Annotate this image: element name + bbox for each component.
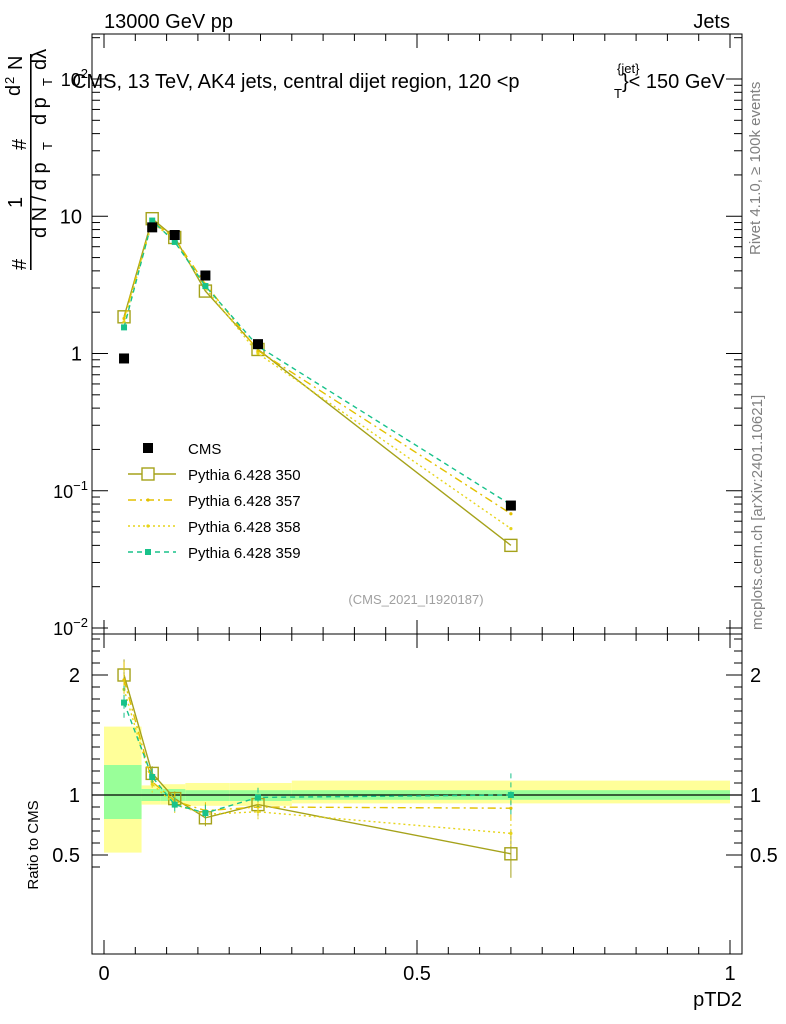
legend-marker [141, 467, 155, 481]
svg-text:N: N [5, 56, 27, 70]
series-point [509, 526, 513, 531]
cms-data-point [505, 500, 516, 511]
ratio-point [504, 847, 518, 861]
y-tick-label: 102 [61, 66, 88, 90]
ratio-y-tick-label: 1 [69, 785, 80, 807]
x-tick-label: 0 [98, 963, 109, 985]
svg-text:#: # [9, 258, 31, 270]
legend-marker [145, 549, 151, 555]
series-point [256, 351, 260, 356]
ratio-series-line [123, 674, 512, 855]
main-plot-frame [91, 33, 743, 635]
legend-label: Pythia 6.428 357 [188, 493, 301, 510]
legend-marker-cms [143, 443, 153, 453]
legend-label: Pythia 6.428 359 [188, 545, 301, 562]
ratio-point [507, 792, 514, 798]
ratio-y-axis-label: Ratio to CMS [25, 800, 42, 889]
legend-marker [146, 498, 150, 502]
svg-text:T: T [614, 86, 622, 101]
ratio-y-tick-label-right: 2 [750, 665, 761, 687]
svg-text:dλ: dλ [29, 49, 51, 70]
ratio-point [121, 699, 128, 706]
ratio-point [256, 810, 260, 814]
svg-text:d: d [3, 85, 25, 96]
y-tick-label: 1 [71, 344, 82, 366]
svg-text:T: T [40, 142, 55, 150]
series-point [509, 512, 513, 516]
ratio-point [509, 831, 513, 836]
series-line [123, 217, 512, 546]
cms-data-point [169, 230, 180, 241]
ratio-y-tick-label-right: 1 [750, 785, 761, 807]
ratio-series-line [123, 702, 511, 814]
ratio-point [150, 782, 154, 786]
legend-label: Pythia 6.428 358 [188, 519, 301, 536]
series-point [504, 538, 518, 553]
ylabel-frac: d N / d p [29, 162, 51, 238]
series-point [171, 238, 178, 245]
y-tick-label: 10−2 [53, 615, 88, 639]
svg-text:2: 2 [2, 77, 17, 84]
rivet-label: Rivet 4.1.0, ≥ 100k events [747, 82, 764, 255]
cms-data-point [200, 270, 211, 281]
cms-data-point [252, 339, 263, 350]
series-line [123, 221, 512, 530]
svg-text:d p: d p [29, 97, 51, 125]
y-tick-label: 10−1 [53, 478, 88, 502]
main-y-axis-label: # d N / d p 1 T # d p d 2 N T dλ [2, 49, 55, 270]
mcplots-label: mcplots.cern.ch [arXiv:2401.10621] [749, 395, 766, 630]
cms-data-point [119, 353, 130, 364]
series-point [149, 217, 156, 224]
chart-title: CMS, 13 TeV, AK4 jets, central dijet reg… [72, 61, 726, 101]
svg-text:CMS, 13 TeV, AK4 jets, central: CMS, 13 TeV, AK4 jets, central dijet reg… [72, 71, 520, 93]
x-axis-label: pTD2 [693, 989, 742, 1011]
svg-text:1: 1 [5, 197, 27, 208]
ratio-point [149, 774, 156, 780]
analysis-id: (CMS_2021_I1920187) [348, 592, 483, 607]
ratio-y-tick-label: 0.5 [52, 845, 80, 867]
uncertainty-band-inner [104, 765, 142, 819]
legend: CMS Pythia 6.428 350 Pythia 6.428 357 Pythi… [128, 441, 301, 562]
y-tick-label: 10 [60, 206, 82, 228]
series-line [123, 220, 512, 515]
ratio-point [202, 810, 209, 816]
series-point [121, 324, 128, 331]
series-line [123, 219, 512, 506]
cms-data-point [147, 222, 158, 233]
collision-label: 13000 GeV pp [104, 11, 233, 33]
x-tick-label: 1 [724, 963, 735, 985]
series-point [122, 316, 126, 321]
ratio-point [254, 794, 261, 801]
legend-label: Pythia 6.428 350 [188, 467, 301, 484]
ratio-point [509, 806, 513, 810]
svg-text:T: T [40, 78, 55, 86]
ratio-series-line [123, 679, 511, 812]
ratio-point [122, 678, 126, 682]
legend-label-cms: CMS [188, 441, 221, 458]
svg-text:#: # [9, 138, 31, 150]
ratio-y-tick-label: 2 [69, 665, 80, 687]
ratio-y-tick-label-right: 0.5 [750, 845, 778, 867]
ratio-point [171, 801, 178, 808]
ratio-series-line [123, 689, 511, 835]
svg-text:{jet}: {jet} [617, 61, 640, 76]
x-tick-label: 0.5 [403, 963, 431, 985]
svg-text:}< 150 GeV: }< 150 GeV [622, 71, 726, 93]
series-point [202, 283, 209, 290]
category-label: Jets [693, 11, 730, 33]
legend-marker [146, 524, 150, 528]
